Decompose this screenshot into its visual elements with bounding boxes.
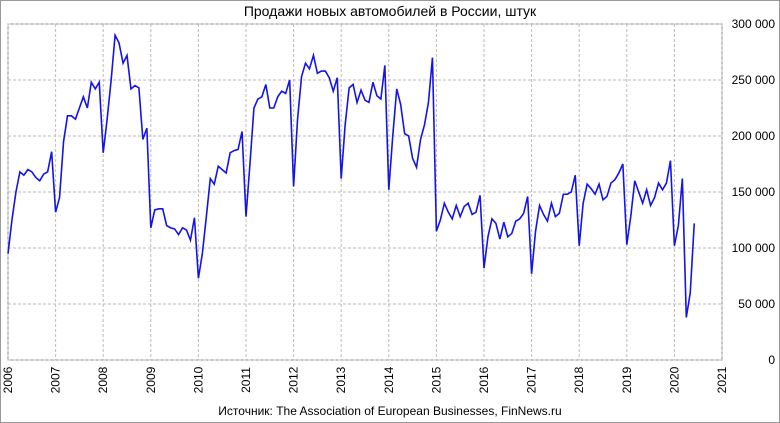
series-line [7,32,696,318]
x-tick-label: 2007 [49,366,63,393]
source: Источник: The Association of European Bu… [218,404,561,418]
x-tick-label: 2021 [715,366,729,393]
chart-title: Продажи новых автомобилей в России, штук [244,3,537,19]
x-tick-label: 2012 [287,366,301,393]
y-tick-label: 150 000 [732,185,776,199]
x-tick-label: 2009 [144,366,158,393]
y-tick-label: 0 [768,353,775,367]
y-tick-label: 50 000 [738,297,775,311]
x-tick-label: 2017 [525,366,539,393]
y-tick-label: 300 000 [732,17,776,31]
x-tick-label: 2008 [96,366,110,393]
x-tick-label: 2013 [334,366,348,393]
x-tick-label: 2010 [191,366,205,393]
y-tick-label: 200 000 [732,129,776,143]
x-tick-label: 2020 [667,366,681,393]
x-tick-label: 2014 [382,366,396,393]
x-tick-label: 2019 [620,366,634,393]
x-tick-label: 2006 [1,366,15,393]
x-tick-label: 2018 [572,366,586,393]
y-tick-label: 100 000 [732,241,776,255]
y-tick-label: 250 000 [732,73,776,87]
x-tick-label: 2011 [239,367,253,393]
x-tick-label: 2016 [477,366,491,393]
x-tick-label: 2015 [429,366,443,393]
